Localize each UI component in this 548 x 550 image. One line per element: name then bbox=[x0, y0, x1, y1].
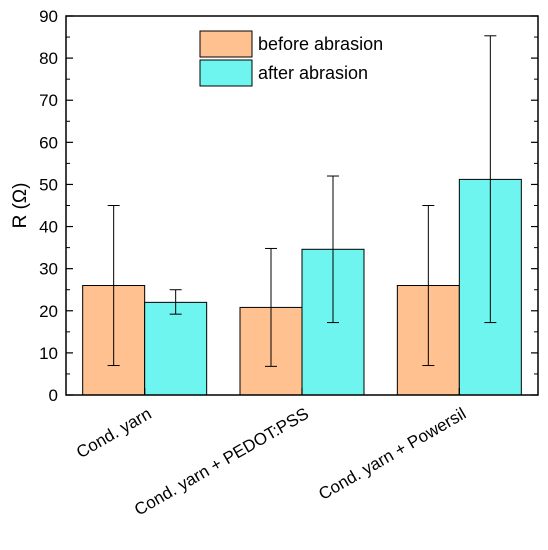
x-tick-label: Cond. yarn + Powersil bbox=[315, 404, 469, 504]
y-tick-label: 40 bbox=[39, 218, 58, 237]
bar-after-0 bbox=[144, 301, 208, 396]
y-tick-label: 20 bbox=[39, 302, 58, 321]
legend-swatch-before bbox=[199, 30, 253, 58]
x-tick-label: Cond. yarn + PEDOT:PSS bbox=[131, 404, 312, 519]
y-tick-label: 0 bbox=[49, 386, 58, 405]
y-tick-label: 80 bbox=[39, 49, 58, 68]
y-tick-label: 60 bbox=[39, 133, 58, 152]
y-tick-label: 50 bbox=[39, 175, 58, 194]
bars-layer bbox=[82, 178, 522, 396]
legend: before abrasion after abrasion bbox=[199, 30, 383, 87]
y-tick-label: 30 bbox=[39, 260, 58, 279]
y-axis-label: R (Ω) bbox=[10, 183, 31, 229]
y-tick-label: 10 bbox=[39, 344, 58, 363]
y-axis: 0 10 20 30 40 50 60 70 80 90 bbox=[39, 7, 538, 405]
legend-swatch-after bbox=[199, 59, 253, 87]
y-tick-label: 90 bbox=[39, 7, 58, 26]
error-bars-layer bbox=[107, 35, 497, 367]
legend-label-before: before abrasion bbox=[258, 34, 383, 54]
legend-label-after: after abrasion bbox=[258, 63, 368, 83]
x-tick-label: Cond. yarn bbox=[73, 404, 155, 462]
y-tick-label: 70 bbox=[39, 91, 58, 110]
